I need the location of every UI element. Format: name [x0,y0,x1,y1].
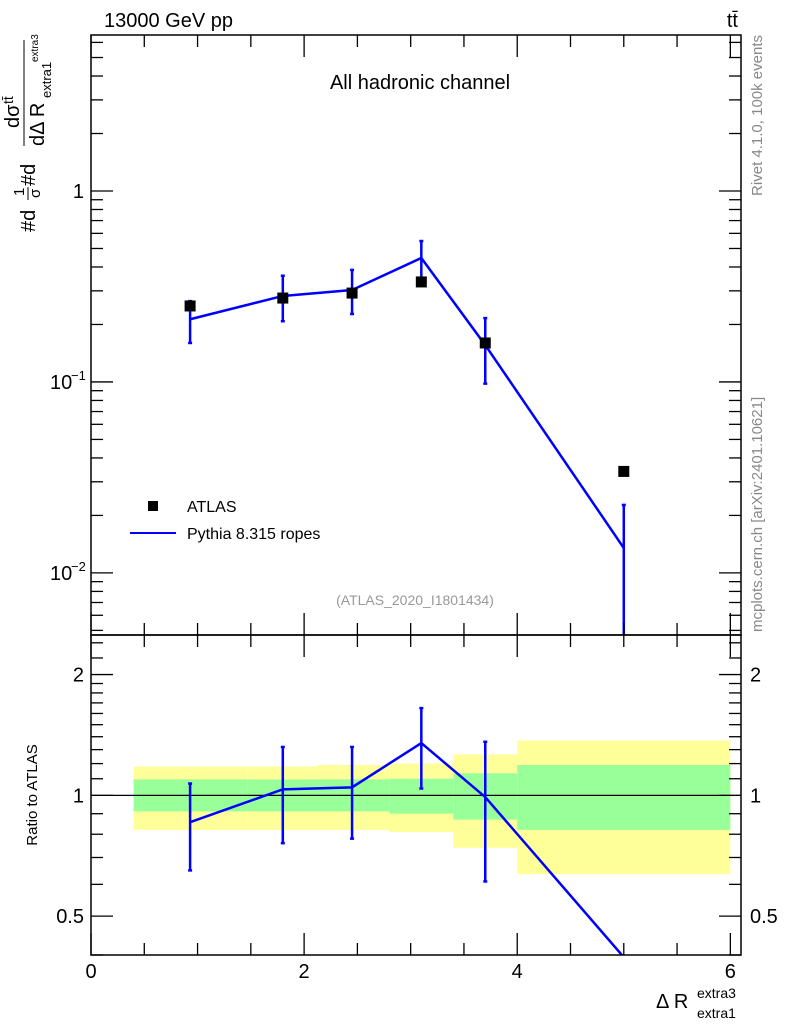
atlas-data-point [479,337,491,349]
y-tick-label: 10 [50,372,72,394]
process-label: tt̄ [727,10,739,32]
atlas-data-point [346,287,358,299]
y-axis-label: #d 1 σ #d dσ tt̄ dΔ R extra1 extra3 [0,34,54,232]
ratio-line [189,741,624,955]
ratio-y-tick-label-left: 1 [73,785,84,807]
x-tick-label: 0 [85,961,96,983]
ratio-y-tick-label-right: 0.5 [750,906,778,928]
atlas-data-point [277,292,289,304]
ratio-y-tick-label-left: 0.5 [56,906,84,928]
y-tick-label-exponent: −2 [71,559,86,574]
band-inner-bin [517,765,731,830]
rivet-label: Rivet 4.1.0, 100k events [749,35,766,196]
analysis-annotation: (ATLAS_2020_I1801434) [336,592,494,608]
ylabel-frac1-den: σ [27,188,44,198]
energy-label: 13000 GeV pp [104,10,233,32]
atlas-data-point [618,465,630,477]
y-tick-label-exponent: −1 [71,368,86,383]
ratio-uncertainty-bands [133,740,731,875]
x-axis-title: Δ R extra3 extra1 [656,985,736,1021]
legend-pythia-label: Pythia 8.315 ropes [187,526,320,543]
x-axis-title-main: Δ R [656,991,688,1013]
atlas-data-point [415,276,427,288]
y-tick-label: 10 [50,563,72,585]
ratio-y-tick-label-left: 2 [73,665,84,687]
legend: ATLAS Pythia 8.315 ropes [130,499,320,543]
x-tick-label: 4 [512,961,523,983]
x-axis-title-sup: extra3 [697,985,736,1001]
ylabel-frac2-num: dσ [2,104,24,128]
ratio-y-label: Ratio to ATLAS [24,744,41,845]
x-axis-title-sub: extra1 [697,1005,736,1021]
ylabel-frac2-den-sup: extra3 [30,34,41,62]
main-plot-marks [184,239,630,635]
ratio-y-tick-label-right: 2 [750,665,761,687]
ylabel-prefix: #d [18,210,40,232]
main-frame [90,34,742,636]
ylabel-frac2-num-sup: tt̄ [0,96,16,104]
x-tick-label: 6 [725,961,736,983]
chart-title: All hadronic channel [330,72,510,94]
ylabel-frac1-num: 1 [11,188,28,196]
site-label: mcplots.cern.ch [arXiv:2401.10621] [749,397,766,632]
ratio-plot-marks [91,706,741,955]
legend-atlas-label: ATLAS [187,499,237,516]
y-tick-label: 1 [73,181,84,203]
legend-atlas-marker [148,501,158,511]
atlas-data-point [184,300,196,312]
mc-line [189,256,625,549]
ratio-y-tick-label-right: 1 [750,785,761,807]
x-tick-label: 2 [299,961,310,983]
ylabel-mid: #d [18,164,40,186]
ylabel-frac2-den-sub: extra1 [39,62,54,98]
ylabel-frac2-den: dΔ R [27,103,49,146]
